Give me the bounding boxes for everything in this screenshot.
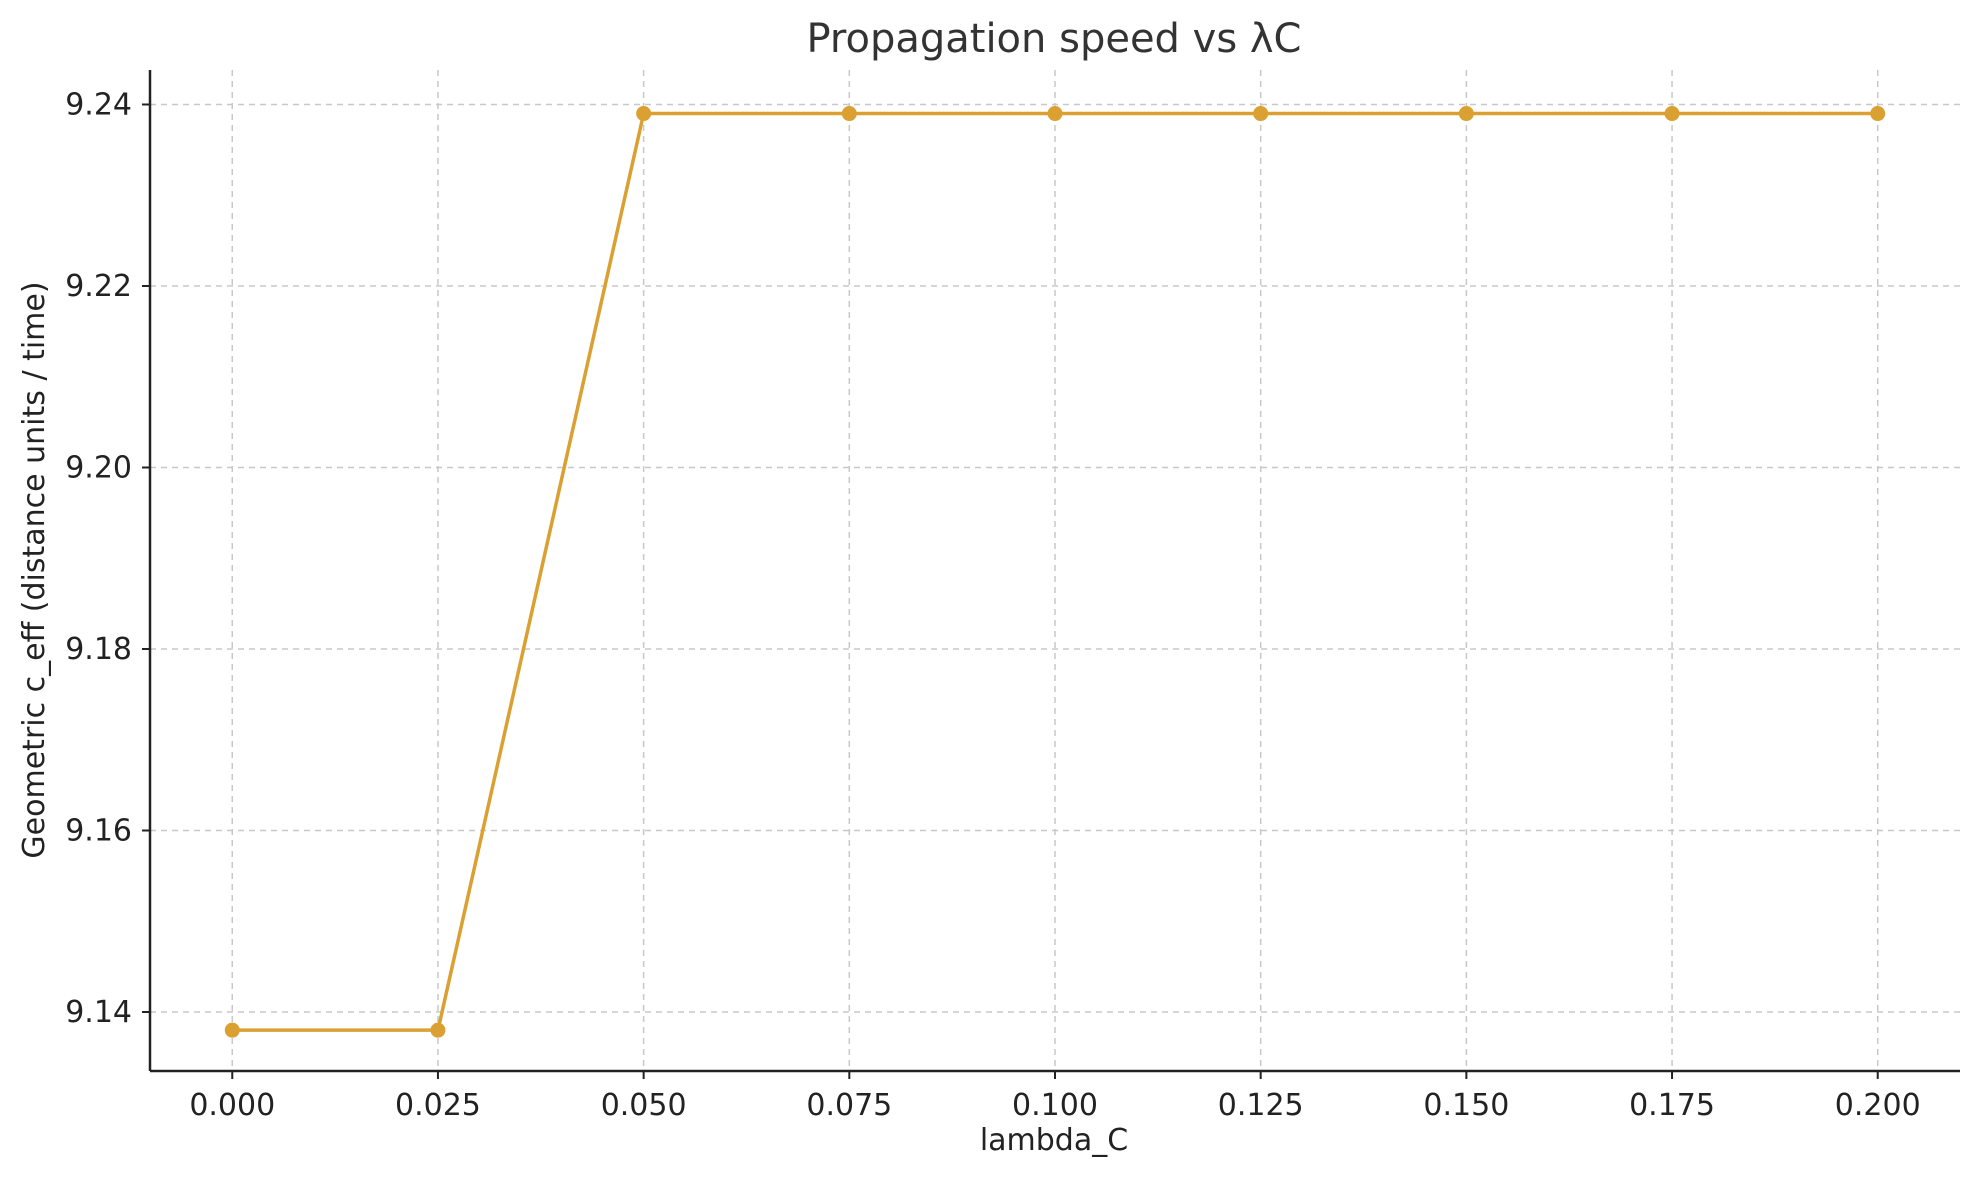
chart-title: Propagation speed vs λC [807,16,1302,62]
x-tick-labels: 0.000 0.025 0.050 0.075 0.100 0.125 0.150 0.175… [189,1088,1920,1123]
data-point [1870,106,1886,122]
data-point [430,1022,446,1038]
grid-lines [150,70,1960,1071]
x-tick-label: 0.100 [1012,1088,1098,1123]
x-tick-label: 0.075 [806,1088,892,1123]
x-tick-label: 0.200 [1835,1088,1921,1123]
x-axis-label: lambda_C [980,1123,1128,1158]
x-tick-label: 0.150 [1423,1088,1509,1123]
y-axis-label: Geometric c_eff (distance units / time) [17,281,52,858]
y-tick-labels: 9.14 9.16 9.18 9.20 9.22 9.24 [65,87,132,1030]
y-tick-label: 9.18 [65,632,132,667]
tick-marks [142,103,1879,1079]
data-point [1047,106,1063,122]
x-tick-label: 0.050 [601,1088,687,1123]
data-point [636,106,652,122]
data-point [1253,106,1269,122]
x-tick-label: 0.175 [1629,1088,1715,1123]
x-tick-label: 0.000 [189,1088,275,1123]
y-tick-label: 9.16 [65,814,132,849]
data-point [1458,106,1474,122]
y-tick-label: 9.20 [65,450,132,485]
series-layer [224,106,1886,1038]
y-tick-label: 9.24 [65,87,132,122]
y-tick-label: 9.22 [65,269,132,304]
y-tick-label: 9.14 [65,995,132,1030]
data-point [841,106,857,122]
x-tick-label: 0.025 [395,1088,481,1123]
data-point [224,1022,240,1038]
data-point [1664,106,1680,122]
x-tick-label: 0.125 [1218,1088,1304,1123]
